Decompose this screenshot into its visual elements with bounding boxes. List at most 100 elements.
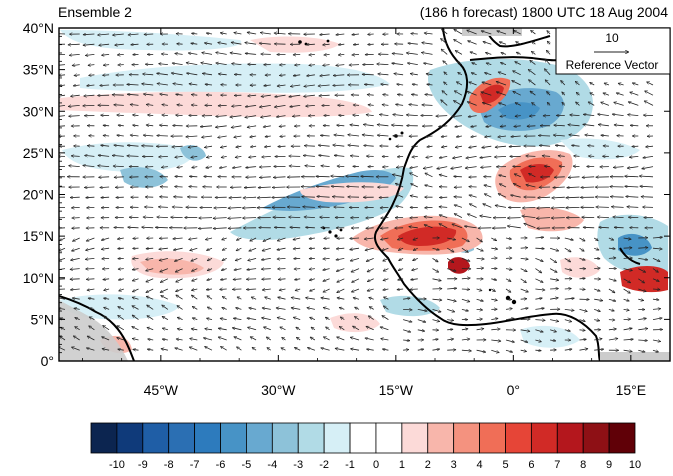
wind-vector [103, 125, 109, 126]
wind-vector [287, 207, 300, 208]
lat-tick-label: 15°N [23, 228, 54, 244]
colorbar-label: 1 [399, 459, 405, 471]
wind-vector [305, 227, 315, 228]
colorbar-swatch [376, 423, 402, 453]
wind-vector [362, 74, 374, 75]
wind-vector [293, 54, 300, 55]
colorbar-label: 2 [425, 459, 431, 471]
lon-tick-label: 30°W [261, 382, 296, 398]
wind-vector [353, 105, 359, 106]
colorbar-swatch [609, 423, 635, 453]
wind-vector [191, 105, 197, 106]
colorbar-label: -3 [293, 459, 303, 471]
colorbar-label: 9 [606, 459, 612, 471]
wind-vector [528, 166, 535, 167]
colorbar-swatch [91, 423, 117, 453]
wind-vector [550, 289, 559, 290]
colorbar-swatch [143, 423, 169, 453]
wind-vector [316, 176, 330, 177]
colorbar-swatch [298, 423, 324, 453]
lon-tick-label: 45°W [144, 382, 179, 398]
wind-vector [70, 279, 80, 280]
colorbar-label: -2 [319, 459, 329, 471]
wind-vector [509, 146, 521, 147]
left-title: Ensemble 2 [58, 4, 132, 20]
wind-vector [242, 218, 256, 219]
colorbar-label: -10 [109, 459, 125, 471]
wind-vector [101, 197, 109, 198]
wind-vector [71, 207, 80, 208]
wind-vector [583, 227, 594, 228]
wind-vector [410, 289, 418, 290]
wind-vector [580, 278, 586, 279]
wind-vector [521, 299, 527, 300]
lat-tick-label: 5°N [31, 311, 55, 327]
wind-vector [174, 187, 182, 188]
wind-vector [274, 227, 285, 228]
wind-vector [624, 319, 631, 320]
colorbar-label: -1 [345, 459, 355, 471]
wind-vector [527, 126, 536, 127]
lat-tick-label: 25°N [23, 145, 54, 161]
wind-vector [380, 228, 388, 229]
wind-vector [55, 289, 65, 290]
wind-vector [173, 197, 182, 198]
wind-vector [294, 269, 300, 270]
lat-tick-label: 35°N [23, 62, 54, 78]
wind-vector [157, 136, 168, 137]
reference-vector-box: 10 Reference Vector [556, 28, 670, 74]
wind-vector [112, 95, 124, 96]
colorbar-swatch [169, 423, 195, 453]
wind-vector [614, 227, 624, 228]
colorbar-label: 6 [528, 459, 534, 471]
wind-vector [319, 217, 329, 218]
lat-tick-label: 0° [41, 353, 54, 369]
wind-vector [324, 238, 330, 239]
wind-vector [199, 218, 213, 219]
wind-vector [83, 105, 95, 106]
lat-tick-label: 40°N [23, 20, 54, 36]
colorbar-label: 8 [580, 459, 586, 471]
wind-vector [102, 258, 110, 259]
wind-vector [643, 115, 653, 116]
wind-vector [447, 350, 456, 351]
colorbar-swatch [583, 423, 609, 453]
lon-tick-label: 15°E [616, 382, 647, 398]
wind-vector [535, 350, 541, 351]
wind-vector [333, 85, 345, 86]
colorbar-label: -6 [216, 459, 226, 471]
wind-vector [159, 197, 168, 198]
wind-vector [535, 248, 544, 249]
wind-vector [132, 258, 138, 259]
colorbar-swatch [324, 423, 350, 453]
wind-vector [624, 248, 633, 249]
colorbar-label: 10 [629, 459, 641, 471]
wind-vector [565, 289, 572, 290]
colorbar-swatch [505, 423, 531, 453]
colorbar-label: 0 [373, 459, 379, 471]
wind-vector [144, 34, 153, 35]
wind-vector [161, 54, 168, 55]
wind-vector [538, 136, 550, 137]
colorbar-label: -7 [190, 459, 200, 471]
wind-vector [72, 228, 80, 229]
colorbar-swatch [402, 423, 428, 453]
wind-vector [596, 207, 609, 208]
wind-vector [177, 44, 183, 45]
wind-vector [507, 218, 521, 219]
lon-tick-label: 15°W [379, 382, 414, 398]
wind-vector [397, 156, 403, 157]
wind-vector [189, 187, 198, 188]
wind-vector [245, 177, 256, 178]
wind-vector [72, 218, 80, 219]
wind-vector [361, 176, 374, 177]
wind-vector [172, 207, 183, 208]
colorbar-label: 5 [502, 459, 508, 471]
colorbar-swatch [272, 423, 298, 453]
colorbar-label: -9 [138, 459, 148, 471]
wind-vector [86, 207, 94, 208]
wind-vector [366, 228, 374, 229]
wind-vector [259, 167, 271, 168]
wind-vector [246, 279, 256, 280]
